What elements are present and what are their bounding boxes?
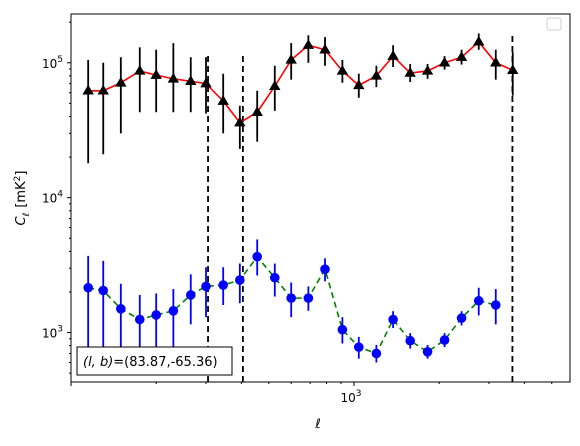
series-2-point <box>320 264 330 274</box>
series-2-point <box>353 342 364 352</box>
series-2-point <box>388 314 398 325</box>
series-2-point <box>422 347 433 357</box>
y-tick-label: 103 <box>42 325 63 341</box>
series-1-point <box>200 77 212 88</box>
series-1-point <box>370 69 383 80</box>
series-2-point <box>371 348 382 359</box>
y-axis-label-symbol: C <box>14 215 29 225</box>
y-tick-label: 104 <box>42 190 63 206</box>
series-1-point <box>473 35 485 46</box>
series-1-point <box>438 56 451 67</box>
series-1-point <box>269 80 281 90</box>
series-1-point <box>421 64 434 75</box>
series-2-point <box>116 304 126 314</box>
series-2-point <box>337 324 348 335</box>
series-1-point <box>150 69 162 79</box>
plot-area <box>82 33 519 382</box>
x-axis-label: ℓ <box>314 417 320 432</box>
series-1-point <box>490 56 502 67</box>
series-1-point <box>217 95 229 105</box>
series-2-point <box>473 295 484 306</box>
series-1-point <box>251 106 263 116</box>
series-2-point <box>235 275 245 285</box>
series-2-point <box>98 285 109 296</box>
series-1-point <box>302 39 315 49</box>
series-1-point <box>507 64 519 74</box>
series-2-point <box>134 314 145 325</box>
axes-ticks: 103 103 104 105 <box>42 21 553 405</box>
y-axis-label-unit-exponent: 2 <box>13 176 23 182</box>
series-1-point <box>234 116 246 127</box>
series-1-point <box>115 76 127 87</box>
series-1-point <box>353 79 365 90</box>
series-2-point <box>269 272 280 283</box>
series-2-point <box>185 290 196 300</box>
y-axis-label: Cℓ [mK2] <box>13 171 32 226</box>
series-2 <box>83 239 501 363</box>
svg-text:(l, b)=(83.87,-65.36): (l, b)=(83.87,-65.36) <box>83 355 218 370</box>
series-1-point <box>82 84 94 95</box>
y-axis-label-unit: [mK <box>14 181 29 208</box>
series-1-point <box>455 51 468 61</box>
series-2-point <box>490 300 501 310</box>
series-1-point <box>404 67 416 77</box>
series-1-point <box>134 64 146 75</box>
series-2-point <box>218 280 228 290</box>
series-1-point <box>387 50 399 60</box>
y-axis-label-unit-close: ] <box>14 171 29 176</box>
series-2-point <box>151 310 161 320</box>
series-2-point <box>456 313 467 323</box>
series-2-point <box>252 251 262 262</box>
annotation-coordinate-value: =(83.87,-65.36) <box>113 355 217 370</box>
series-1-point <box>336 64 349 75</box>
series-1-point <box>285 53 297 64</box>
series-1-point <box>97 84 109 95</box>
series-2-point <box>201 281 211 292</box>
annotation-coordinate-label: (l, b) <box>83 355 113 370</box>
series-2-point <box>405 335 415 346</box>
series-2-point <box>439 335 450 345</box>
y-tick-label: 105 <box>42 55 63 71</box>
series-2-point <box>303 293 314 303</box>
series-2-point <box>286 293 296 303</box>
series-1-point <box>167 72 180 83</box>
y-axis-label-subscript: ℓ <box>22 213 32 218</box>
series-1-point <box>319 43 331 54</box>
series-2-point <box>168 305 179 316</box>
annotation-box: (l, b)=(83.87,-65.36) <box>76 346 233 376</box>
legend-box <box>546 17 562 31</box>
series-1 <box>82 33 519 164</box>
x-tick-label: 103 <box>340 389 361 405</box>
series-2-point <box>83 282 93 293</box>
series-1-point <box>185 75 197 85</box>
